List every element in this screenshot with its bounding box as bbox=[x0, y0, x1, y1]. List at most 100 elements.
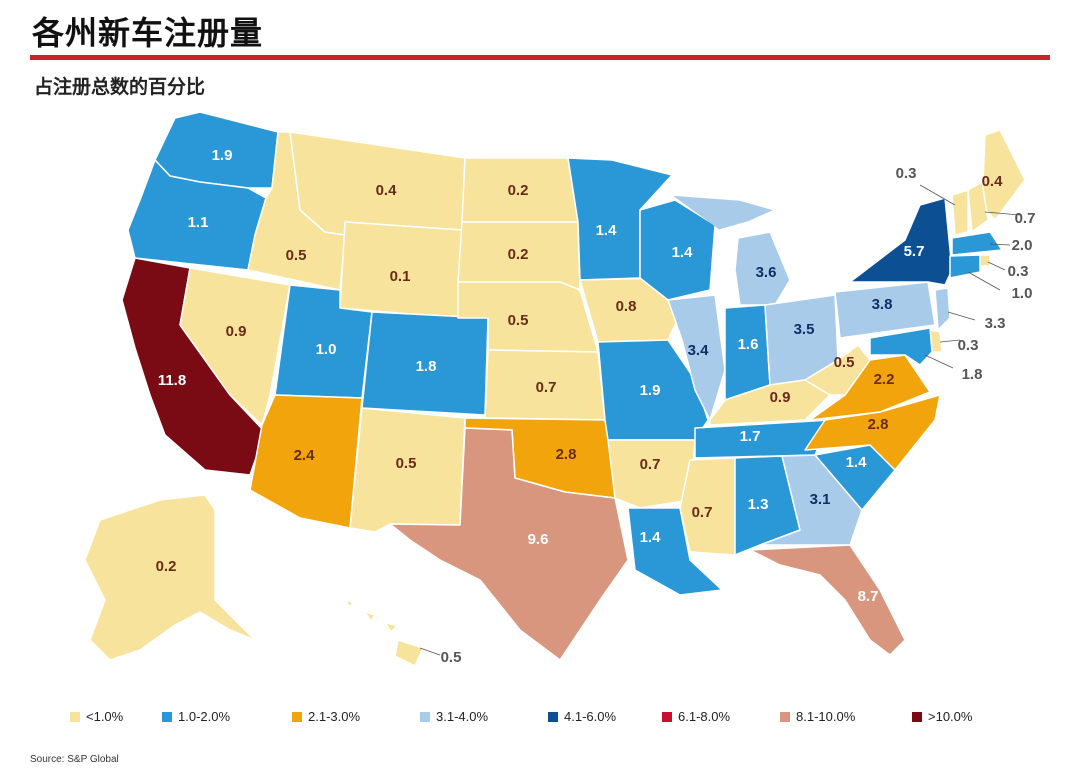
legend-swatch bbox=[420, 711, 430, 722]
state-NH bbox=[967, 181, 989, 233]
state-value-PA: 3.8 bbox=[872, 296, 893, 313]
state-MS bbox=[679, 457, 736, 556]
legend-item: 6.1-8.0% bbox=[662, 709, 730, 724]
state-AZ bbox=[249, 394, 363, 529]
state-value-HI: 0.5 bbox=[441, 649, 462, 666]
state-WV bbox=[804, 344, 871, 396]
legend-label: >10.0% bbox=[928, 709, 973, 724]
state-AR bbox=[607, 439, 696, 509]
state-value-TN: 1.7 bbox=[740, 428, 761, 445]
state-PA bbox=[834, 281, 936, 339]
state-value-SC: 1.4 bbox=[846, 454, 868, 471]
state-value-WV: 0.5 bbox=[834, 354, 855, 371]
legend: <1.0% 1.0-2.0% 2.1-3.0% 3.1-4.0% 4.1-6.0% 6.1… bbox=[70, 709, 1030, 729]
page-subtitle: 占注册总数的百分比 bbox=[34, 76, 206, 98]
legend-item: <1.0% bbox=[70, 709, 123, 724]
legend-label: 1.0-2.0% bbox=[178, 709, 231, 724]
state-value-NJ: 3.3 bbox=[985, 315, 1006, 332]
state-value-RI: 0.3 bbox=[1008, 263, 1029, 280]
legend-swatch bbox=[548, 711, 558, 722]
state-value-AZ: 2.4 bbox=[294, 447, 316, 464]
state-value-MO: 1.9 bbox=[640, 382, 661, 399]
title-divider bbox=[30, 55, 1050, 60]
state-value-LA: 1.4 bbox=[640, 529, 662, 546]
state-value-WI: 1.4 bbox=[672, 244, 694, 261]
legend-item: 2.1-3.0% bbox=[292, 709, 360, 724]
state-value-AR: 0.7 bbox=[640, 456, 661, 473]
state-RI bbox=[979, 254, 991, 267]
state-value-KY: 0.9 bbox=[770, 389, 791, 406]
state-value-CT: 1.0 bbox=[1012, 285, 1033, 302]
state-value-MN: 1.4 bbox=[596, 222, 618, 239]
callout-lines bbox=[419, 184, 1021, 656]
state-value-VA: 2.2 bbox=[874, 371, 895, 388]
legend-swatch bbox=[292, 711, 302, 722]
state-TN bbox=[694, 419, 831, 459]
legend-label: 2.1-3.0% bbox=[308, 709, 361, 724]
us-choropleth-map: 1.9 1.1 11.8 0.5 0.9 0.4 0.1 1.0 2.4 1.8 0.5 0.2 0.2… bbox=[84, 111, 1036, 667]
state-HI bbox=[344, 599, 424, 667]
value-labels: 1.9 1.1 11.8 0.5 0.9 0.4 0.1 1.0 2.4 1.8 0.5 0.2 0.2… bbox=[156, 147, 1036, 666]
state-value-CO: 1.8 bbox=[416, 358, 437, 375]
legend-label: <1.0% bbox=[86, 709, 124, 724]
state-value-MA: 2.0 bbox=[1012, 237, 1033, 254]
state-value-IL: 3.4 bbox=[688, 342, 710, 359]
state-value-DE: 0.3 bbox=[958, 337, 979, 354]
state-value-MD: 1.8 bbox=[962, 366, 983, 383]
state-value-MI: 3.6 bbox=[756, 264, 777, 281]
state-value-NC: 2.8 bbox=[868, 416, 889, 433]
source-note: Source: S&P Global bbox=[30, 754, 119, 765]
legend-swatch bbox=[70, 711, 80, 722]
state-value-FL: 8.7 bbox=[858, 588, 879, 605]
legend-item: >10.0% bbox=[912, 709, 972, 724]
state-value-ID: 0.5 bbox=[286, 247, 307, 264]
state-value-NY: 5.7 bbox=[904, 243, 925, 260]
state-value-IN: 1.6 bbox=[738, 336, 759, 353]
state-value-ND: 0.2 bbox=[508, 182, 529, 199]
state-TX bbox=[389, 427, 629, 661]
legend-label: 8.1-10.0% bbox=[796, 709, 856, 724]
legend-label: 4.1-6.0% bbox=[564, 709, 617, 724]
legend-label: 3.1-4.0% bbox=[436, 709, 489, 724]
legend-swatch bbox=[780, 711, 790, 722]
state-value-IA: 0.8 bbox=[616, 298, 637, 315]
legend-item: 1.0-2.0% bbox=[162, 709, 230, 724]
state-MA bbox=[951, 231, 1003, 256]
state-value-UT: 1.0 bbox=[316, 341, 337, 358]
state-FL bbox=[749, 544, 906, 656]
legend-swatch bbox=[912, 711, 922, 722]
state-MD bbox=[869, 327, 933, 366]
state-NC bbox=[804, 394, 941, 471]
state-value-OK: 2.8 bbox=[556, 446, 577, 463]
state-value-NH: 0.7 bbox=[1015, 210, 1036, 227]
state-AK bbox=[84, 494, 256, 661]
legend-item: 8.1-10.0% bbox=[780, 709, 855, 724]
state-value-AK: 0.2 bbox=[156, 558, 177, 575]
state-value-MS: 0.7 bbox=[692, 504, 713, 521]
state-value-MT: 0.4 bbox=[376, 182, 398, 199]
legend-label: 6.1-8.0% bbox=[678, 709, 731, 724]
state-value-NE: 0.5 bbox=[508, 312, 529, 329]
state-VT bbox=[951, 189, 969, 236]
legend-swatch bbox=[162, 711, 172, 722]
state-NJ bbox=[934, 287, 951, 331]
state-value-ME: 0.4 bbox=[982, 173, 1004, 190]
state-value-SD: 0.2 bbox=[508, 246, 529, 263]
state-WI bbox=[639, 199, 716, 301]
state-value-AL: 1.3 bbox=[748, 496, 769, 513]
page-title: 各州新车注册量 bbox=[32, 14, 264, 52]
legend-item: 4.1-6.0% bbox=[548, 709, 616, 724]
state-value-OR: 1.1 bbox=[188, 214, 209, 231]
state-value-WY: 0.1 bbox=[390, 268, 411, 285]
state-value-NM: 0.5 bbox=[396, 455, 417, 472]
state-value-OH: 3.5 bbox=[794, 321, 815, 338]
state-value-GA: 3.1 bbox=[810, 491, 831, 508]
legend-item: 3.1-4.0% bbox=[420, 709, 488, 724]
state-value-CA: 11.8 bbox=[158, 372, 186, 389]
state-NY bbox=[849, 197, 953, 286]
legend-swatch bbox=[662, 711, 672, 722]
state-value-WA: 1.9 bbox=[212, 147, 233, 164]
state-CT bbox=[949, 254, 981, 279]
state-value-KS: 0.7 bbox=[536, 379, 557, 396]
state-value-TX: 9.6 bbox=[528, 531, 549, 548]
